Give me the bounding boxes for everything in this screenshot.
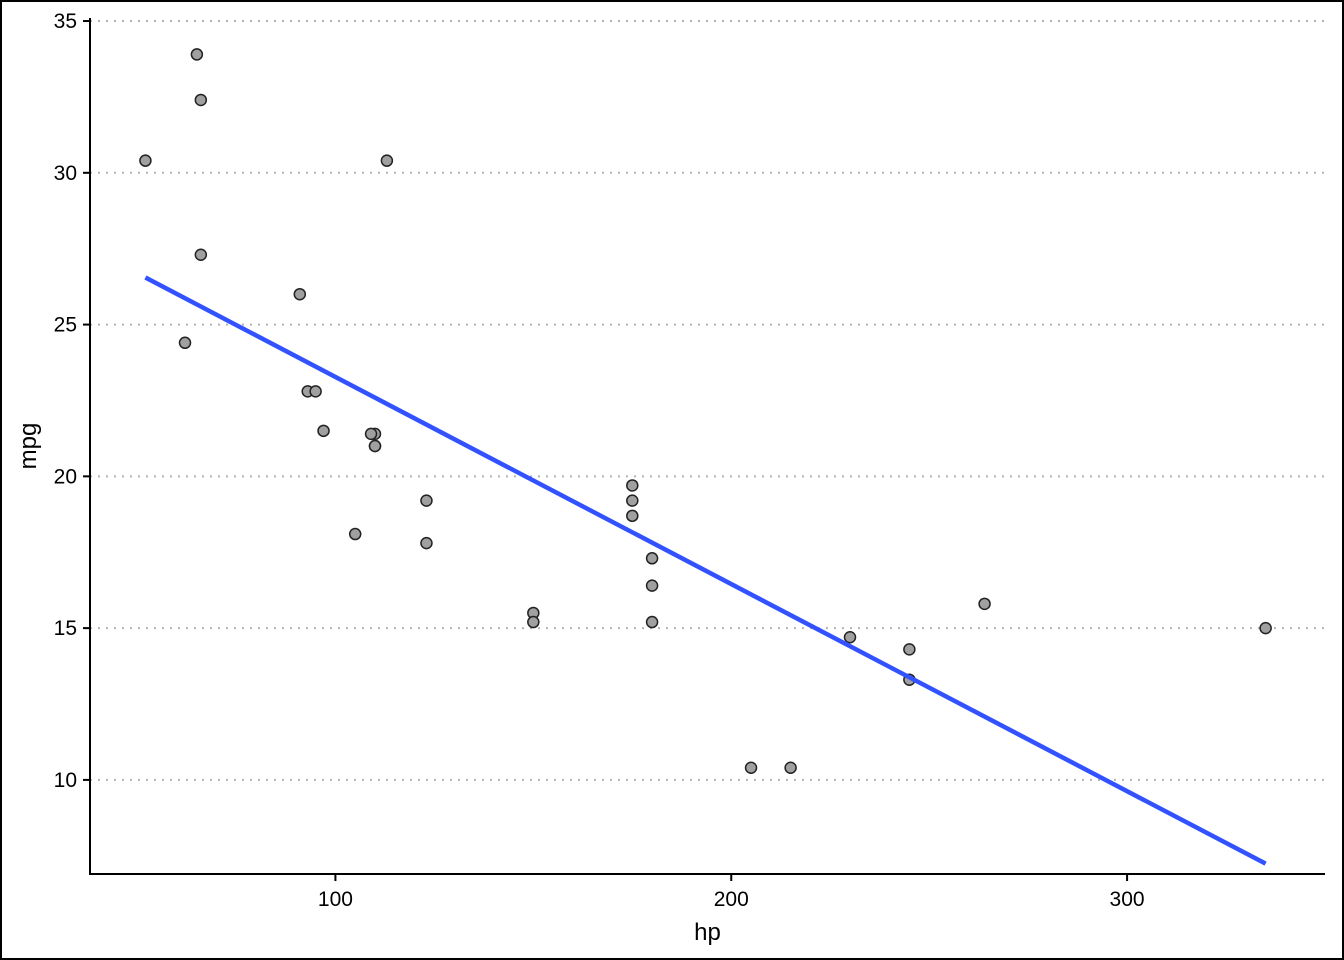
data-point <box>380 154 394 167</box>
data-point <box>645 552 659 565</box>
data-point <box>364 427 378 441</box>
data-point <box>843 630 857 644</box>
y-tick-label-15: 15 <box>54 617 77 640</box>
y-tick-label-10: 10 <box>54 769 77 792</box>
data-point <box>194 248 208 262</box>
data-points <box>139 48 1272 775</box>
data-point <box>420 494 433 507</box>
data-point <box>194 93 208 107</box>
data-point <box>368 439 382 453</box>
data-point <box>348 527 362 541</box>
y-tick-label-35: 35 <box>54 10 77 33</box>
y-tick-label-30: 30 <box>54 162 77 185</box>
data-point <box>744 761 758 775</box>
y-axis-title: mpg <box>15 423 42 470</box>
data-point <box>178 336 192 350</box>
data-point <box>626 479 639 492</box>
x-tick-label-300: 300 <box>1110 888 1145 911</box>
data-point <box>784 761 797 775</box>
x-axis-title: hp <box>694 919 721 946</box>
data-point <box>978 597 991 611</box>
data-point <box>1259 621 1272 635</box>
grid-lines <box>90 20 1325 781</box>
y-tick-label-25: 25 <box>54 314 77 337</box>
data-point <box>293 287 307 301</box>
x-tick-label-200: 200 <box>714 888 749 911</box>
data-point <box>420 536 433 550</box>
data-point <box>903 643 916 656</box>
data-point <box>645 615 659 629</box>
fit-line-layer <box>144 275 1267 866</box>
data-point <box>309 385 322 398</box>
data-point <box>190 48 204 61</box>
data-point <box>527 615 540 629</box>
x-tick-label-100: 100 <box>318 888 353 911</box>
axes <box>89 18 1325 875</box>
data-point <box>626 494 639 507</box>
data-point <box>139 154 152 167</box>
regression-line <box>144 275 1267 866</box>
axis-ticks: 10 15 20 25 30 35 100 200 300 <box>54 10 1145 911</box>
data-point <box>645 579 659 592</box>
y-tick-label-20: 20 <box>54 465 77 488</box>
data-point <box>626 509 639 523</box>
data-point <box>317 424 330 438</box>
